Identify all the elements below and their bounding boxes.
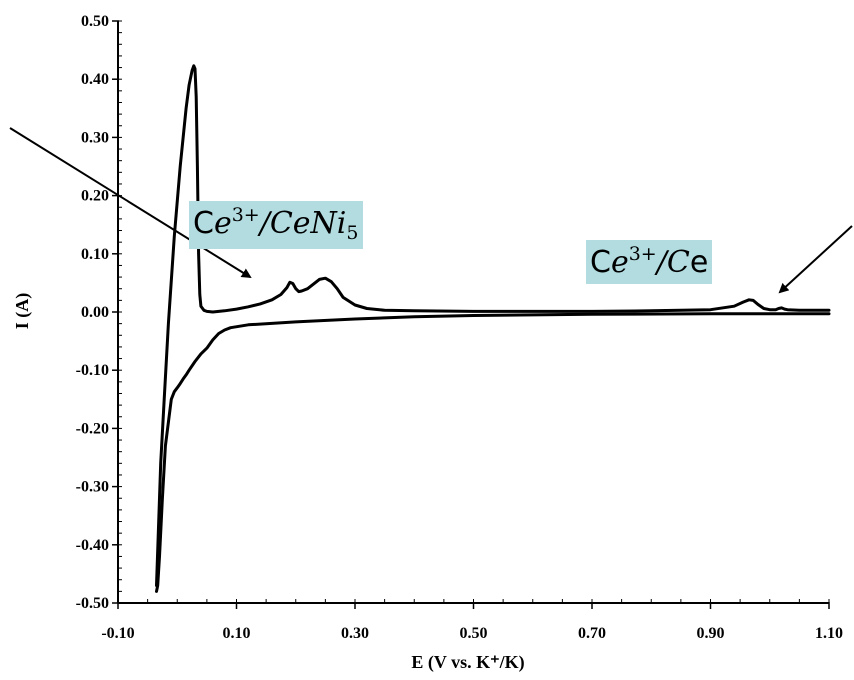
annotation-text: / xyxy=(656,245,667,280)
curves xyxy=(155,64,831,593)
y-tick-label: 0.40 xyxy=(81,71,109,88)
arrow-ce3-ceni5 xyxy=(9,127,252,279)
cv-curve-cathodic xyxy=(155,312,831,593)
x-tick-label: 0.50 xyxy=(460,625,488,642)
y-tick-label: -0.10 xyxy=(76,362,109,379)
annotation-ce3-ceni5: Ce3+/CeNi5 xyxy=(189,201,363,249)
y-tick-label: -0.20 xyxy=(76,420,109,437)
annotation-text: e xyxy=(610,245,629,280)
x-tick-label: -0.10 xyxy=(101,625,134,642)
annotation-ce3-ce: Ce3+/Ce xyxy=(586,240,713,284)
annotation-text: C xyxy=(666,245,690,280)
y-tick-label: -0.50 xyxy=(76,595,109,612)
annotation-superscript: 3+ xyxy=(231,204,260,226)
y-axis-title: I (A) xyxy=(12,293,33,330)
y-tick-label: -0.30 xyxy=(76,479,109,496)
annotation-text: e xyxy=(213,206,232,241)
annotation-superscript: 3+ xyxy=(628,243,657,265)
annotation-text: C xyxy=(590,245,611,280)
annotation-text: CeNi xyxy=(269,206,347,241)
x-tick-label: 0.90 xyxy=(697,625,725,642)
annotation-text: C xyxy=(193,206,214,241)
arrows xyxy=(9,127,853,294)
x-tick-label: 1.10 xyxy=(815,625,843,642)
axes: 0.50 0.40 0.30 0.20 0.10 0.00 -0.10 -0.20 -0.30 -… xyxy=(76,13,843,642)
x-tick-label: 0.70 xyxy=(578,625,606,642)
x-axis-title: E (V vs. K⁺/K) xyxy=(411,652,524,673)
y-tick-label: 0.30 xyxy=(81,129,109,146)
y-tick-label: 0.50 xyxy=(81,13,109,30)
y-tick-label: 0.20 xyxy=(81,188,109,205)
annotation-subscript: 5 xyxy=(346,222,359,244)
cv-curve-anodic xyxy=(155,64,831,587)
x-tick-label: 0.30 xyxy=(341,625,369,642)
y-tick-label: 0.00 xyxy=(81,304,109,321)
arrow-ce3-ce xyxy=(778,225,853,294)
annotation-text: / xyxy=(259,206,270,241)
y-tick-label: 0.10 xyxy=(81,246,109,263)
y-tick-label: -0.40 xyxy=(76,537,109,554)
x-tick-label: 0.10 xyxy=(223,625,251,642)
annotation-text: e xyxy=(689,245,709,280)
